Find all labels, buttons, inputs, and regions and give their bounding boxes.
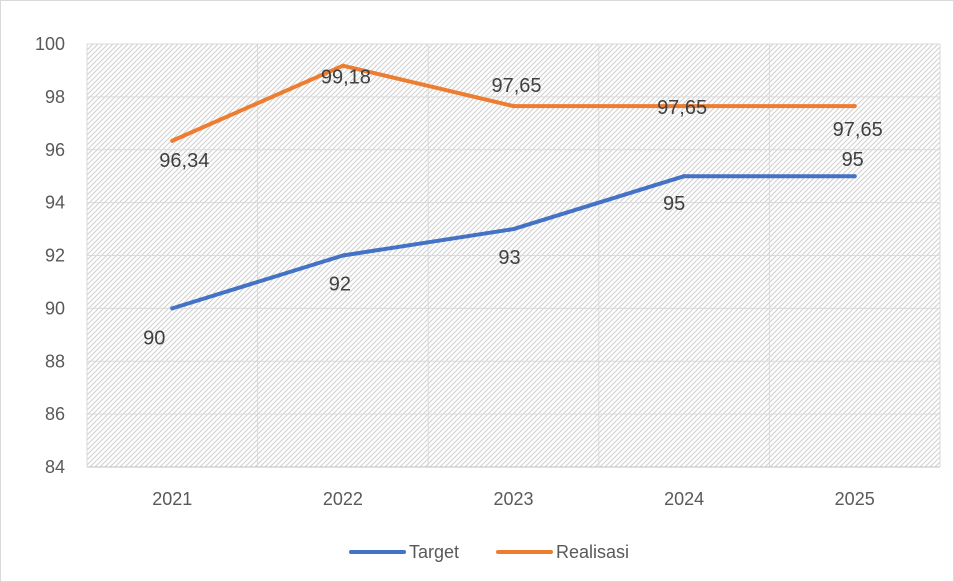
legend-label-target: Target [409,542,459,562]
data-label-realisasi-2025: 97,65 [833,119,883,141]
data-point-target-2021 [170,306,175,311]
data-point-realisasi-2025 [852,104,857,109]
y-tick-label: 88 [45,351,65,371]
data-label-realisasi-2022: 99,18 [321,67,371,89]
y-tick-label: 94 [45,193,65,213]
data-label-target-2025: 95 [842,149,864,171]
data-point-realisasi-2022 [340,63,345,68]
gridlines [86,43,941,468]
data-point-realisasi-2021 [170,138,175,143]
data-label-target-2022: 92 [329,274,351,296]
data-label-target-2024: 95 [663,193,685,215]
y-tick-label: 90 [45,298,65,318]
data-label-target-2021: 90 [143,327,165,349]
x-tick-label-2023: 2023 [493,489,533,509]
data-label-realisasi-2024: 97,65 [657,97,707,119]
y-tick-label: 84 [45,457,65,477]
x-tick-label-2021: 2021 [152,489,192,509]
series [170,63,857,311]
axes: 84 86 88 90 92 94 96 98 100 2021 2022 2023 2024 2025 [35,34,940,509]
y-tick-label: 98 [45,87,65,107]
x-tick-label-2022: 2022 [323,489,363,509]
y-tick-label: 92 [45,246,65,266]
data-point-realisasi-2023 [511,104,516,109]
data-point-target-2022 [340,253,345,258]
x-tick-label-2025: 2025 [835,489,875,509]
data-labels: 90 92 93 95 95 96,34 99,18 97,65 97,65 97,65 [143,67,883,350]
data-point-target-2025 [852,174,857,179]
data-point-target-2023 [511,227,516,232]
x-tick-label-2024: 2024 [664,489,704,509]
legend: Target Realisasi [349,542,629,562]
data-label-target-2023: 93 [498,247,520,269]
y-tick-label: 96 [45,140,65,160]
y-tick-label: 86 [45,404,65,424]
data-point-target-2024 [682,174,687,179]
data-label-realisasi-2021: 96,34 [159,150,209,172]
data-point-realisasi-2024 [682,104,687,109]
legend-label-realisasi: Realisasi [556,542,629,562]
data-label-realisasi-2023: 97,65 [491,75,541,97]
y-tick-label: 100 [35,34,65,54]
